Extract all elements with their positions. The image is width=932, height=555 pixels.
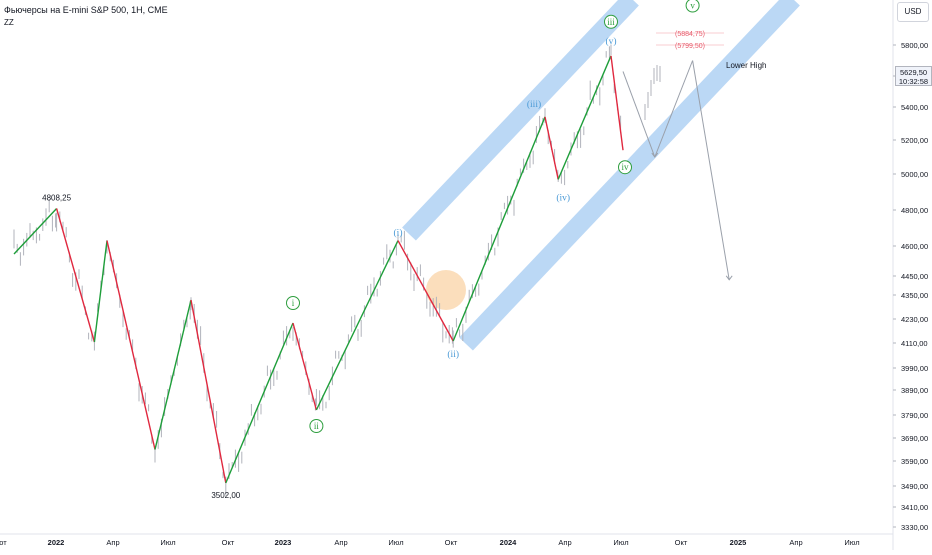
wave-label-circle <box>604 14 618 29</box>
zigzag-up-leg <box>154 299 192 450</box>
zigzag-down-leg <box>55 208 96 343</box>
y-tick-label: 4600,00 <box>901 242 928 251</box>
y-tick-label: 3590,00 <box>901 457 928 466</box>
lower-high-annotation: Lower High <box>726 61 766 70</box>
wave-label-circle <box>309 419 324 433</box>
y-tick-label: 3790,00 <box>901 411 928 420</box>
pivot-price-label: 4808,25 <box>42 194 71 203</box>
zigzag-down-leg <box>292 322 318 411</box>
y-tick-label: 4110,00 <box>901 339 928 348</box>
zigzag-down-leg <box>106 240 156 450</box>
wave-label: (i) <box>394 228 403 239</box>
x-tick-label: Июл <box>613 538 628 547</box>
projection-segment <box>622 71 656 158</box>
channel-upper-band <box>402 0 639 241</box>
x-tick-label: Окт <box>222 538 235 547</box>
y-tick-label: 5400,00 <box>901 103 928 112</box>
x-tick-label: Апр <box>789 538 802 547</box>
chart-title: Фьючерсы на E-mini S&P 500, 1H, CME <box>4 5 168 15</box>
y-tick-label: 5000,00 <box>901 170 928 179</box>
bar-countdown: 10:32:58 <box>898 77 929 86</box>
last-price-tag: 5629,50 10:32:58 <box>895 66 932 86</box>
zigzag-down-leg <box>190 299 227 484</box>
projection-segment <box>692 60 730 280</box>
x-tick-label: 2024 <box>500 538 518 547</box>
zigzag-up-leg <box>13 208 58 255</box>
y-tick-label: 3330,00 <box>901 523 928 532</box>
y-tick-label: 3690,00 <box>901 434 928 443</box>
pivot-price-label: 3502,00 <box>211 491 240 500</box>
zigzag-up-leg <box>225 322 294 484</box>
wave-label: ii <box>314 421 320 431</box>
wave-label: iv <box>621 162 629 172</box>
y-tick-label: 4450,00 <box>901 272 928 281</box>
wave-label: i <box>292 298 295 308</box>
zigzag-up-leg <box>315 240 399 411</box>
zigzag-up-leg <box>557 55 612 180</box>
x-tick-label: 2023 <box>275 538 292 547</box>
currency-button[interactable]: USD <box>897 2 929 22</box>
zigzag-up-leg <box>93 240 108 343</box>
wave-label-circle <box>286 296 300 310</box>
wave-label: v <box>690 1 695 11</box>
highlight-circle <box>426 270 466 310</box>
wave-label-circle <box>618 160 632 175</box>
last-price: 5629,50 <box>899 68 928 77</box>
target-label: (5799,50) <box>675 43 705 50</box>
projection-segment <box>654 60 694 158</box>
wave-label: iii <box>607 17 615 27</box>
y-tick-label: 5800,00 <box>901 41 928 50</box>
zigzag-up-leg <box>452 116 546 342</box>
wave-label: (ii) <box>447 349 459 360</box>
y-tick-label: 3490,00 <box>901 482 928 491</box>
projection-arrow <box>651 152 659 158</box>
x-tick-label: 2025 <box>730 538 747 547</box>
x-tick-label: Июл <box>388 538 403 547</box>
x-tick-label: 2022 <box>48 538 65 547</box>
y-tick-label: 4230,00 <box>901 315 928 324</box>
x-tick-label: Апр <box>558 538 571 547</box>
x-tick-label: от <box>0 538 7 547</box>
projection-arrow <box>725 275 733 281</box>
x-tick-label: Окт <box>675 538 688 547</box>
target-label: (5884,75) <box>675 31 705 38</box>
indicator-label: ZZ <box>4 18 14 27</box>
y-tick-label: 3410,00 <box>901 503 928 512</box>
x-tick-label: Апр <box>334 538 347 547</box>
y-tick-label: 4800,00 <box>901 206 928 215</box>
x-tick-label: Апр <box>106 538 119 547</box>
zigzag-down-leg <box>397 240 454 342</box>
x-tick-label: Июл <box>160 538 175 547</box>
x-tick-label: Июл <box>844 538 859 547</box>
y-tick-label: 4350,00 <box>901 291 928 300</box>
y-tick-label: 3890,00 <box>901 386 928 395</box>
y-tick-label: 3990,00 <box>901 364 928 373</box>
x-tick-label: Окт <box>445 538 458 547</box>
y-tick-label: 5200,00 <box>901 136 928 145</box>
wave-label: (v) <box>605 36 616 47</box>
zigzag-down-leg <box>610 55 624 151</box>
wave-label: (iii) <box>527 99 541 110</box>
zigzag-down-leg <box>544 116 559 180</box>
wave-label: (iv) <box>556 192 570 203</box>
wave-label-circle <box>685 0 700 13</box>
